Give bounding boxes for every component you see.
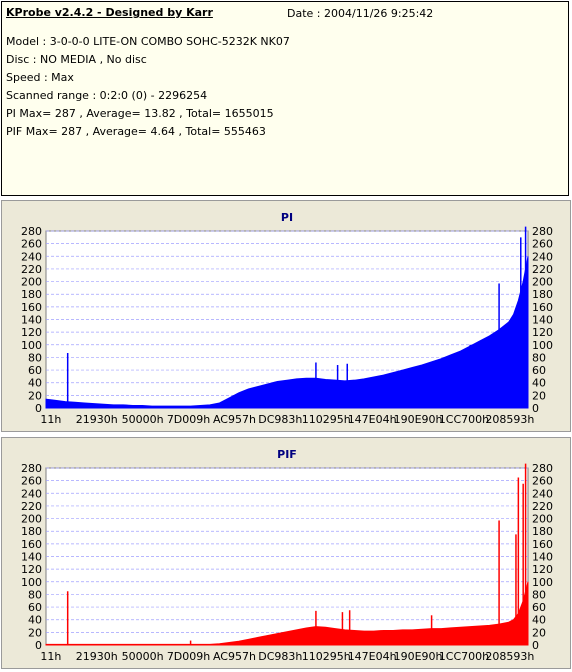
y-tick-label-left: 80 (28, 351, 42, 364)
x-tick-label: 50000h (122, 413, 164, 426)
pif-summary-line: PIF Max= 287 , Average= 4.64 , Total= 55… (6, 125, 266, 138)
y-tick-label-left: 160 (21, 538, 42, 551)
x-tick-label: 147E04h (348, 413, 397, 426)
y-tick-label-left: 0 (35, 639, 42, 652)
y-tick-label-right: 100 (532, 576, 553, 589)
y-tick-label-right: 60 (532, 601, 546, 614)
x-tick-label: 21930h (76, 650, 118, 663)
y-tick-label-left: 40 (28, 377, 42, 390)
y-tick-label-right: 20 (532, 389, 546, 402)
y-tick-label-left: 220 (21, 500, 42, 513)
x-tick-label: 1CC700h (439, 650, 489, 663)
y-tick-label-left: 140 (21, 314, 42, 327)
y-tick-label-left: 100 (21, 576, 42, 589)
y-tick-label-left: 40 (28, 614, 42, 627)
data-area (45, 256, 529, 409)
x-tick-label: 190E90h (394, 650, 443, 663)
y-tick-label-right: 160 (532, 538, 553, 551)
x-tick-label: 110295h (302, 650, 351, 663)
y-tick-label-left: 260 (21, 475, 42, 488)
y-tick-label-left: 280 (21, 225, 42, 238)
scan-date: Date : 2004/11/26 9:25:42 (287, 7, 434, 20)
x-tick-label: 50000h (122, 650, 164, 663)
y-tick-label-left: 60 (28, 364, 42, 377)
x-tick-label: 11h (40, 413, 61, 426)
model-line: Model : 3-0-0-0 LITE-ON COMBO SOHC-5232K… (6, 35, 290, 48)
y-tick-label-right: 140 (532, 551, 553, 564)
y-tick-label-right: 80 (532, 351, 546, 364)
y-tick-label-right: 40 (532, 614, 546, 627)
x-tick-label: 11h (40, 650, 61, 663)
chart-title: PIF (277, 448, 297, 461)
x-tick-label: AC957h (213, 650, 256, 663)
x-tick-label: 147E04h (348, 650, 397, 663)
y-tick-label-left: 200 (21, 513, 42, 526)
y-tick-label-left: 20 (28, 389, 42, 402)
scanned-range-line: Scanned range : 0:2:0 (0) - 2296254 (6, 89, 208, 102)
x-tick-label: 21930h (76, 413, 118, 426)
y-tick-label-right: 180 (532, 525, 553, 538)
x-tick-label: 208593h (485, 650, 534, 663)
y-tick-label-right: 120 (532, 563, 553, 576)
y-tick-label-right: 200 (532, 276, 553, 289)
y-tick-label-right: 260 (532, 475, 553, 488)
y-tick-label-left: 20 (28, 626, 42, 639)
y-tick-label-left: 220 (21, 263, 42, 276)
y-tick-label-right: 40 (532, 377, 546, 390)
x-tick-label: DC983h (258, 413, 302, 426)
y-tick-label-right: 220 (532, 263, 553, 276)
y-tick-label-left: 180 (21, 288, 42, 301)
x-tick-label: 110295h (302, 413, 351, 426)
y-tick-label-right: 0 (532, 402, 539, 415)
y-tick-label-right: 60 (532, 364, 546, 377)
y-tick-label-left: 240 (21, 487, 42, 500)
y-tick-label-left: 260 (21, 238, 42, 251)
y-tick-label-right: 100 (532, 339, 553, 352)
y-tick-label-right: 240 (532, 250, 553, 263)
y-tick-label-right: 280 (532, 462, 553, 475)
x-tick-label: 1CC700h (439, 413, 489, 426)
app-title: KProbe v2.4.2 - Designed by Karr (6, 6, 213, 19)
y-tick-label-right: 240 (532, 487, 553, 500)
pif-chart-panel: PIF 0 0 20 20 40 40 60 60 80 80 100 100 120 120 140 140 1… (1, 437, 571, 669)
y-tick-label-left: 280 (21, 462, 42, 475)
x-tick-label: DC983h (258, 650, 302, 663)
y-tick-label-right: 0 (532, 639, 539, 652)
y-tick-label-right: 200 (532, 513, 553, 526)
chart-title: PI (281, 211, 293, 224)
y-tick-label-left: 100 (21, 339, 42, 352)
y-tick-label-right: 220 (532, 500, 553, 513)
y-tick-label-left: 240 (21, 250, 42, 263)
y-tick-label-right: 140 (532, 314, 553, 327)
y-tick-label-left: 140 (21, 551, 42, 564)
y-tick-label-left: 120 (21, 563, 42, 576)
x-tick-label: 7D009h (167, 650, 210, 663)
y-tick-label-left: 200 (21, 276, 42, 289)
y-tick-label-left: 80 (28, 588, 42, 601)
y-tick-label-left: 120 (21, 326, 42, 339)
x-tick-label: 7D009h (167, 413, 210, 426)
pi-summary-line: PI Max= 287 , Average= 13.82 , Total= 16… (6, 107, 274, 120)
data-area (45, 581, 529, 646)
y-tick-label-left: 0 (35, 402, 42, 415)
y-tick-label-left: 160 (21, 301, 42, 314)
y-tick-label-right: 160 (532, 301, 553, 314)
y-tick-label-right: 260 (532, 238, 553, 251)
x-tick-label: 190E90h (394, 413, 443, 426)
speed-line: Speed : Max (6, 71, 74, 84)
x-tick-label: 208593h (485, 413, 534, 426)
pi-chart-panel: PI 0 0 20 20 40 40 60 60 80 80 100 100 120 120 140 140 16… (1, 200, 571, 432)
y-tick-label-right: 280 (532, 225, 553, 238)
y-tick-label-right: 80 (532, 588, 546, 601)
x-tick-label: AC957h (213, 413, 256, 426)
info-panel: KProbe v2.4.2 - Designed by Karr Date : … (1, 1, 569, 196)
disc-line: Disc : NO MEDIA , No disc (6, 53, 147, 66)
y-tick-label-right: 20 (532, 626, 546, 639)
y-tick-label-right: 120 (532, 326, 553, 339)
y-tick-label-left: 60 (28, 601, 42, 614)
y-tick-label-left: 180 (21, 525, 42, 538)
y-tick-label-right: 180 (532, 288, 553, 301)
